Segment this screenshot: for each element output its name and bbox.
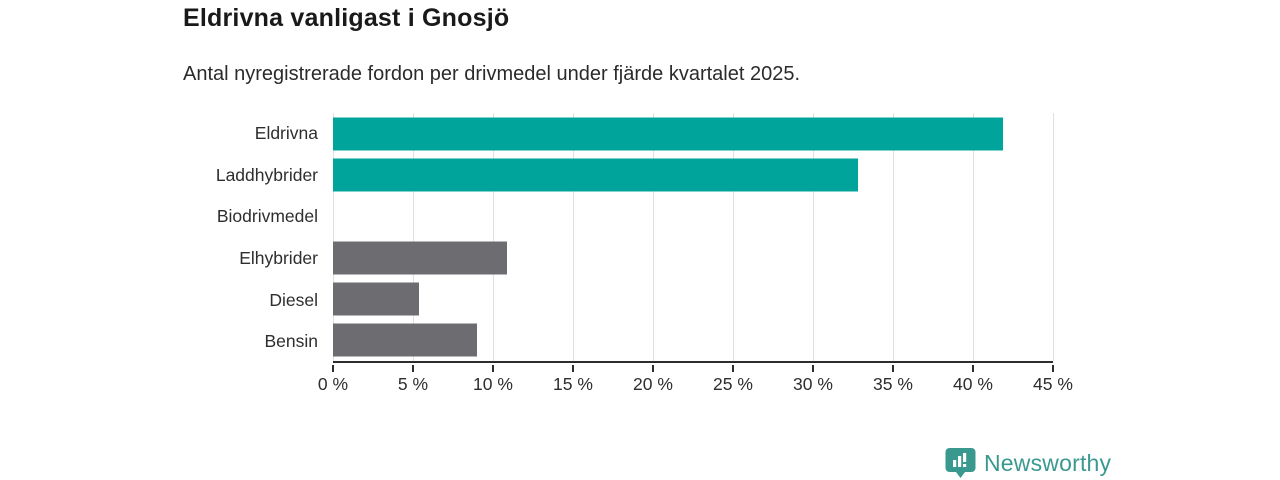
bar-laddhybrider: [333, 158, 858, 192]
x-axis-tick-label: 5 %: [397, 374, 429, 394]
gridline: [573, 113, 574, 361]
newsworthy-chart-pin-icon: [945, 448, 976, 478]
x-axis-tick-label: 10 %: [473, 374, 513, 394]
gridline: [652, 113, 654, 361]
category-label: Biodrivmedel: [216, 206, 318, 227]
bar-row: [333, 237, 1053, 278]
gridline: [1053, 113, 1054, 361]
x-axis-tick: [812, 365, 814, 372]
gridline: [893, 113, 894, 361]
newsworthy-wordmark: Newsworthy: [984, 450, 1112, 476]
bar-diesel: [333, 282, 420, 316]
x-axis-tick: [892, 365, 894, 372]
bar-row: [333, 113, 1053, 154]
newsworthy-logo[interactable]: Newsworthy: [944, 447, 1111, 479]
gridline: [412, 113, 414, 361]
bar-eldrivna: [333, 117, 1004, 151]
category-label: Eldrivna: [254, 123, 318, 143]
x-axis-tick: [732, 365, 734, 372]
x-axis-tick-label: 30 %: [793, 374, 833, 394]
bar-row: [333, 278, 1053, 319]
x-axis-tick-label: 15 %: [553, 374, 593, 394]
gridline: [813, 113, 814, 361]
chart-subtitle: Antal nyregistrerade fordon per drivmede…: [183, 63, 801, 85]
gridline: [492, 113, 494, 361]
category-label: Elhybrider: [239, 248, 318, 268]
x-axis-tick-label: 35 %: [873, 374, 913, 394]
x-axis: 0 % 5 % 10 % 15 % 20 % 25 % 30 % 35 % 40 % 45 %: [318, 365, 1073, 399]
bar-row: [333, 196, 1053, 237]
category-label: Bensin: [264, 331, 318, 352]
x-axis-tick: [491, 365, 494, 372]
category-label: Diesel: [269, 289, 318, 310]
bar-elhybrider: [333, 241, 508, 275]
x-axis-tick: [1052, 365, 1054, 372]
category-axis-labels: Eldrivna Laddhybrider Biodrivmedel Elhybrid…: [0, 113, 318, 363]
x-axis-tick: [332, 365, 334, 372]
x-axis-tick: [971, 365, 974, 372]
x-axis-tick-label: 0 %: [317, 374, 349, 394]
gridline: [333, 113, 334, 361]
bar-row: [333, 154, 1053, 195]
category-label: Laddhybrider: [215, 164, 318, 185]
x-axis-tick-label: 20 %: [633, 374, 673, 394]
bar-chart-plot-area: [333, 113, 1054, 363]
x-axis-tick-label: 45 %: [1033, 374, 1073, 394]
gridline: [972, 113, 974, 361]
x-axis-tick: [411, 365, 414, 372]
bar-bensin: [333, 323, 477, 357]
chart-title: Eldrivna vanligast i Gnosjö: [183, 4, 510, 32]
bar-row: [333, 320, 1053, 361]
x-axis-tick: [651, 365, 654, 372]
x-axis-tick-label: 40 %: [953, 374, 993, 394]
x-axis-tick-label: 25 %: [713, 374, 753, 394]
gridline: [733, 113, 734, 361]
x-axis-tick: [572, 365, 574, 372]
